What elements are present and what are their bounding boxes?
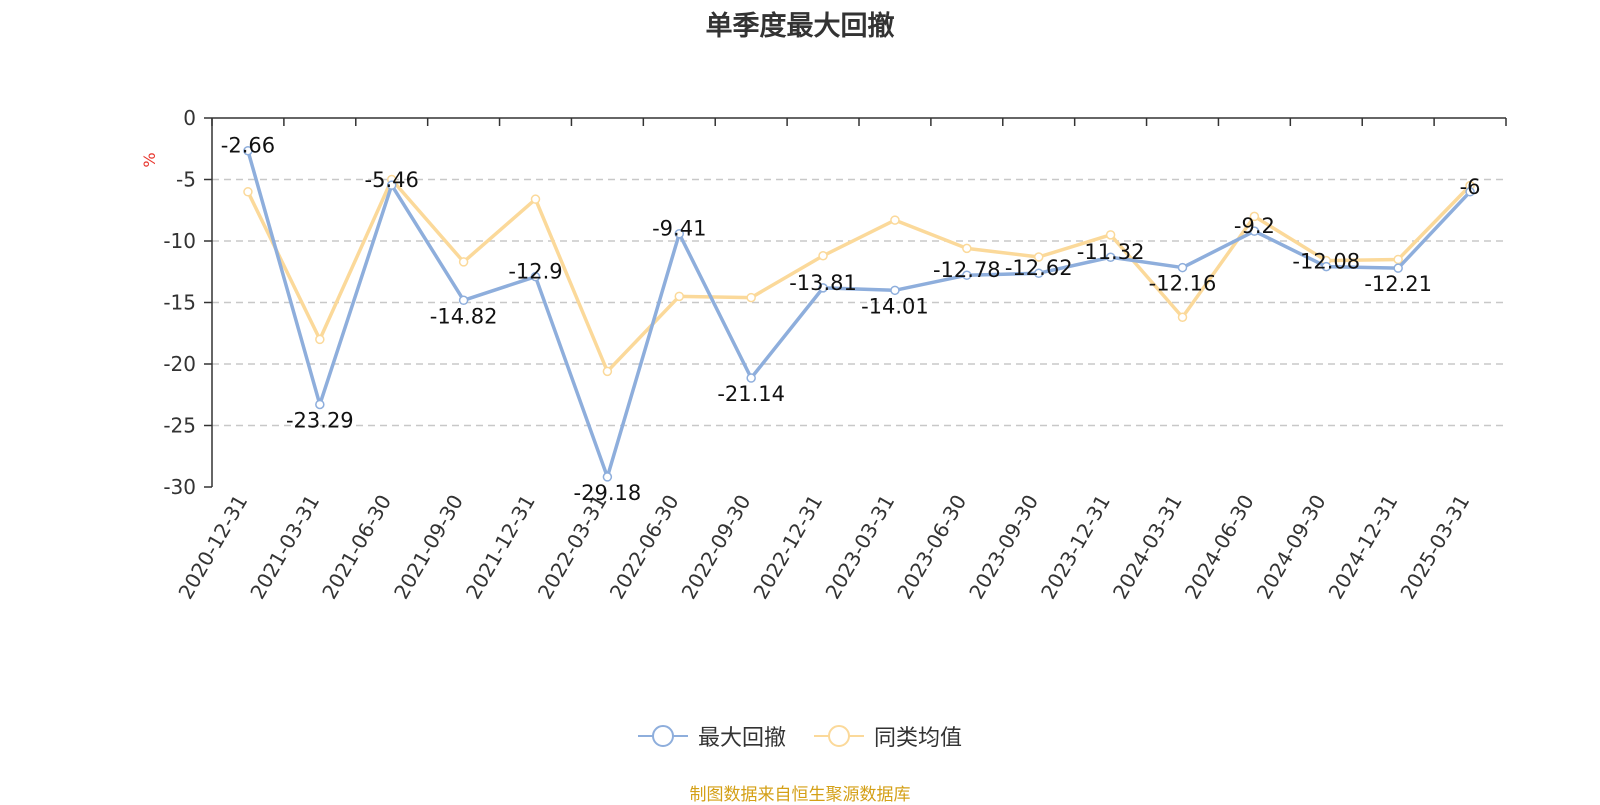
series-point-1 [530, 271, 541, 282]
x-tick-label: 2021-06-30 [317, 491, 396, 604]
series-point-1 [1321, 261, 1332, 272]
x-tick-label: 2023-03-31 [820, 491, 899, 604]
y-tick-label: -5 [176, 168, 196, 192]
x-tick-label: 2025-03-31 [1395, 491, 1474, 604]
legend-marker-series-1 [637, 725, 688, 747]
legend-marker-series-2 [814, 725, 864, 747]
series-point-1 [1177, 262, 1188, 273]
data-label: -13.81 [789, 271, 857, 295]
series-point-2 [530, 194, 541, 204]
data-label: -6 [1460, 175, 1481, 199]
x-tick-label: 2024-03-31 [1108, 491, 1187, 604]
series-point-2 [962, 243, 972, 254]
x-tick-label: 2024-12-31 [1324, 491, 1403, 604]
series-point-1 [243, 145, 253, 156]
chart-title: 单季度最大回撤 [705, 11, 895, 42]
x-tick-label: 2020-12-31 [173, 491, 252, 604]
series-point-1 [315, 399, 325, 410]
series-point-1 [1105, 252, 1116, 262]
data-label: -23.29 [286, 408, 354, 432]
series-point-1 [962, 270, 972, 280]
series-point-2 [1105, 230, 1116, 240]
x-tick-label: 2024-06-30 [1180, 491, 1259, 604]
series-point-2 [818, 251, 828, 261]
legend-item-series-1[interactable]: 最大回撤 [637, 720, 786, 752]
x-tick-label: 2024-09-30 [1252, 491, 1331, 604]
data-label: -29.18 [574, 481, 642, 505]
x-tick-label: 2022-03-31 [533, 491, 612, 604]
x-tick-label: 2023-06-30 [892, 490, 971, 603]
legend: 最大回撤 同类均值 [0, 720, 1600, 752]
series-point-2 [1033, 252, 1044, 262]
x-tick-label: 2023-09-30 [964, 491, 1043, 604]
x-tick-label: 2022-09-30 [677, 491, 756, 604]
y-tick-label: -25 [163, 414, 196, 438]
legend-label-series-2: 同类均值 [874, 726, 963, 751]
x-tick-label: 2021-09-30 [389, 490, 468, 603]
series-point-1 [890, 285, 900, 296]
legend-item-series-2[interactable]: 同类均值 [814, 720, 962, 752]
series-point-2 [315, 334, 325, 345]
data-label: -9.41 [652, 217, 706, 241]
series-point-2 [1177, 312, 1188, 323]
data-label: -11.32 [1077, 240, 1145, 264]
source-note: 制图数据来自恒生聚源数据库 [689, 785, 911, 805]
y-tick-label: -15 [163, 291, 196, 315]
series-line-1 [246, 150, 1472, 479]
data-label: -9.2 [1234, 214, 1275, 238]
series-point-2 [243, 187, 253, 197]
data-label: -12.9 [508, 260, 562, 284]
data-label: -12.16 [1149, 272, 1217, 296]
series-point-2 [458, 257, 469, 267]
x-tick-label: 2022-06-30 [605, 491, 684, 604]
y-axis-unit: % [140, 152, 159, 167]
series-point-1 [386, 180, 397, 190]
series-point-2 [1249, 211, 1260, 222]
legend-label-series-1: 最大回撤 [697, 726, 786, 751]
x-tick-label: 2022-12-31 [748, 491, 827, 604]
data-label: -12.62 [1005, 256, 1073, 280]
series-point-2 [890, 215, 900, 225]
data-label: -12.78 [933, 258, 1001, 282]
data-label: -12.21 [1364, 272, 1432, 296]
series-point-1 [1033, 268, 1044, 278]
series-point-1 [818, 283, 828, 293]
data-label: -2.66 [221, 134, 275, 158]
series-point-2 [674, 291, 685, 302]
data-label: -21.14 [717, 382, 785, 406]
series-point-1 [458, 295, 469, 306]
y-tick-label: 0 [183, 106, 196, 130]
data-label: -14.01 [861, 294, 929, 318]
series-point-1 [1465, 187, 1475, 197]
x-tick-label: 2023-12-31 [1036, 491, 1115, 604]
y-tick-label: -20 [163, 352, 196, 376]
series-point-1 [602, 472, 613, 482]
series-point-2 [746, 292, 756, 303]
series-point-1 [1249, 226, 1260, 236]
y-tick-label: -30 [163, 475, 196, 499]
series-point-1 [674, 228, 685, 239]
x-tick-label: 2021-12-31 [461, 491, 540, 604]
data-label: -5.46 [365, 168, 419, 192]
series-point-2 [602, 366, 613, 377]
data-label: -12.08 [1292, 250, 1360, 274]
y-tick-label: -10 [163, 229, 196, 253]
series-point-2 [1393, 254, 1403, 265]
series-point-1 [1393, 263, 1403, 273]
data-label: -14.82 [430, 304, 498, 328]
series-line-2 [246, 177, 1472, 374]
x-tick-label: 2021-03-31 [245, 491, 324, 604]
series-point-1 [746, 373, 756, 383]
